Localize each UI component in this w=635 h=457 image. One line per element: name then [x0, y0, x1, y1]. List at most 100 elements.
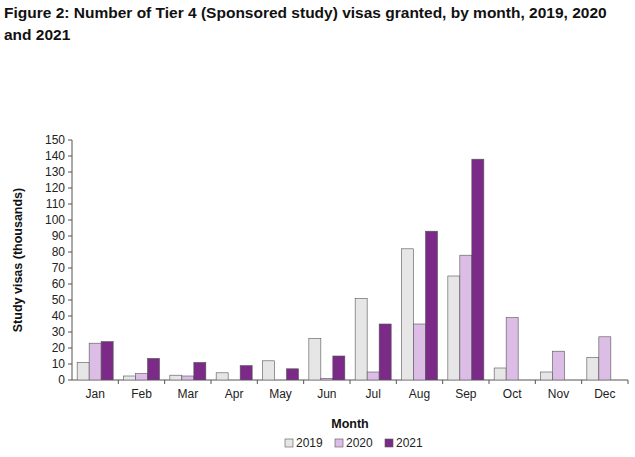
- y-tick: [68, 188, 72, 189]
- bar: [194, 362, 206, 380]
- y-tick-label: 90: [52, 229, 66, 243]
- y-tick-label: 80: [52, 245, 66, 259]
- x-tick: [303, 380, 304, 384]
- y-tick-label: 0: [58, 373, 65, 387]
- y-tick-label: 20: [52, 341, 66, 355]
- x-tick: [535, 380, 536, 384]
- x-tick: [581, 380, 582, 384]
- legend-swatch: [285, 439, 293, 447]
- y-tick: [68, 252, 72, 253]
- bar: [553, 351, 565, 380]
- bar: [472, 159, 484, 380]
- x-tick-label: Mar: [177, 387, 198, 401]
- chart-canvas: 0 10 20 30 40 50 60 70 80 90 100 110 120 130 140 150 Jan…: [0, 0, 635, 457]
- y-tick: [68, 348, 72, 349]
- bar: [275, 380, 287, 381]
- y-tick-label: 40: [52, 309, 66, 323]
- y-tick: [68, 316, 72, 317]
- x-tick: [118, 380, 119, 384]
- bar: [402, 249, 414, 380]
- x-tick-label: Apr: [225, 387, 244, 401]
- x-tick-label: Jul: [365, 387, 380, 401]
- y-tick-label: 50: [52, 293, 66, 307]
- x-tick: [211, 380, 212, 384]
- y-axis: [72, 140, 73, 380]
- legend-label: 2020: [346, 436, 373, 450]
- bar: [587, 358, 599, 380]
- bar: [124, 376, 136, 380]
- y-tick-label: 110: [46, 197, 65, 211]
- bar: [216, 373, 228, 380]
- bar: [182, 376, 194, 380]
- bar: [355, 298, 367, 380]
- bar: [414, 324, 426, 380]
- bar: [460, 255, 472, 380]
- bar: [136, 374, 148, 380]
- bar: [426, 231, 438, 380]
- bar: [148, 358, 160, 380]
- x-tick-label: Dec: [594, 387, 615, 401]
- y-tick: [68, 204, 72, 205]
- x-tick: [164, 380, 165, 384]
- y-tick-label: 100: [45, 213, 65, 227]
- y-tick-label: 30: [52, 325, 66, 339]
- y-tick-label: 120: [45, 181, 65, 195]
- y-tick-label: 60: [52, 277, 66, 291]
- legend-swatch: [335, 439, 343, 447]
- y-tick: [68, 332, 72, 333]
- bar: [240, 366, 252, 380]
- y-tick: [68, 380, 72, 381]
- bar: [309, 338, 321, 380]
- y-tick-label: 70: [52, 261, 66, 275]
- bars: [77, 159, 611, 380]
- x-tick-label: Nov: [548, 387, 569, 401]
- bar: [599, 337, 611, 380]
- legend-swatch: [385, 439, 393, 447]
- x-tick-label: Oct: [503, 387, 522, 401]
- x-tick: [442, 380, 443, 384]
- y-tick: [68, 220, 72, 221]
- y-tick: [68, 236, 72, 237]
- y-tick: [68, 364, 72, 365]
- y-tick: [68, 156, 72, 157]
- y-tick-label: 130: [45, 165, 65, 179]
- bar: [263, 361, 275, 380]
- bar: [506, 318, 518, 380]
- y-tick-label: 10: [52, 357, 66, 371]
- bar: [541, 372, 553, 380]
- bar: [101, 342, 113, 380]
- bar: [77, 362, 89, 380]
- y-tick: [68, 140, 72, 141]
- bar: [321, 378, 333, 380]
- y-tick: [68, 284, 72, 285]
- x-tick: [350, 380, 351, 384]
- y-axis-label: Study visas (thousands): [11, 188, 25, 332]
- legend-label: 2019: [296, 436, 323, 450]
- x-tick-label: May: [269, 387, 292, 401]
- x-axis-label: Month: [331, 417, 368, 431]
- x-tick-label: Aug: [409, 387, 430, 401]
- y-tick: [68, 172, 72, 173]
- bar: [379, 324, 391, 380]
- y-tick: [68, 300, 72, 301]
- x-tick-label: Sep: [455, 387, 477, 401]
- bar: [448, 276, 460, 380]
- bar: [170, 375, 182, 380]
- x-tick: [257, 380, 258, 384]
- chart-title: Figure 2: Number of Tier 4 (Sponsored st…: [4, 2, 629, 46]
- x-tick: [489, 380, 490, 384]
- bar: [333, 356, 345, 380]
- y-tick-label: 150: [45, 133, 65, 147]
- bar: [494, 368, 506, 380]
- y-tick: [68, 268, 72, 269]
- y-tick-label: 140: [45, 149, 65, 163]
- x-tick-label: Feb: [131, 387, 152, 401]
- legend-label: 2021: [396, 436, 423, 450]
- bar: [367, 372, 379, 380]
- x-tick-label: Jun: [317, 387, 336, 401]
- bar: [228, 380, 240, 381]
- bar: [89, 343, 101, 380]
- x-tick: [628, 380, 629, 384]
- bar: [287, 369, 299, 380]
- x-tick-label: Jan: [85, 387, 104, 401]
